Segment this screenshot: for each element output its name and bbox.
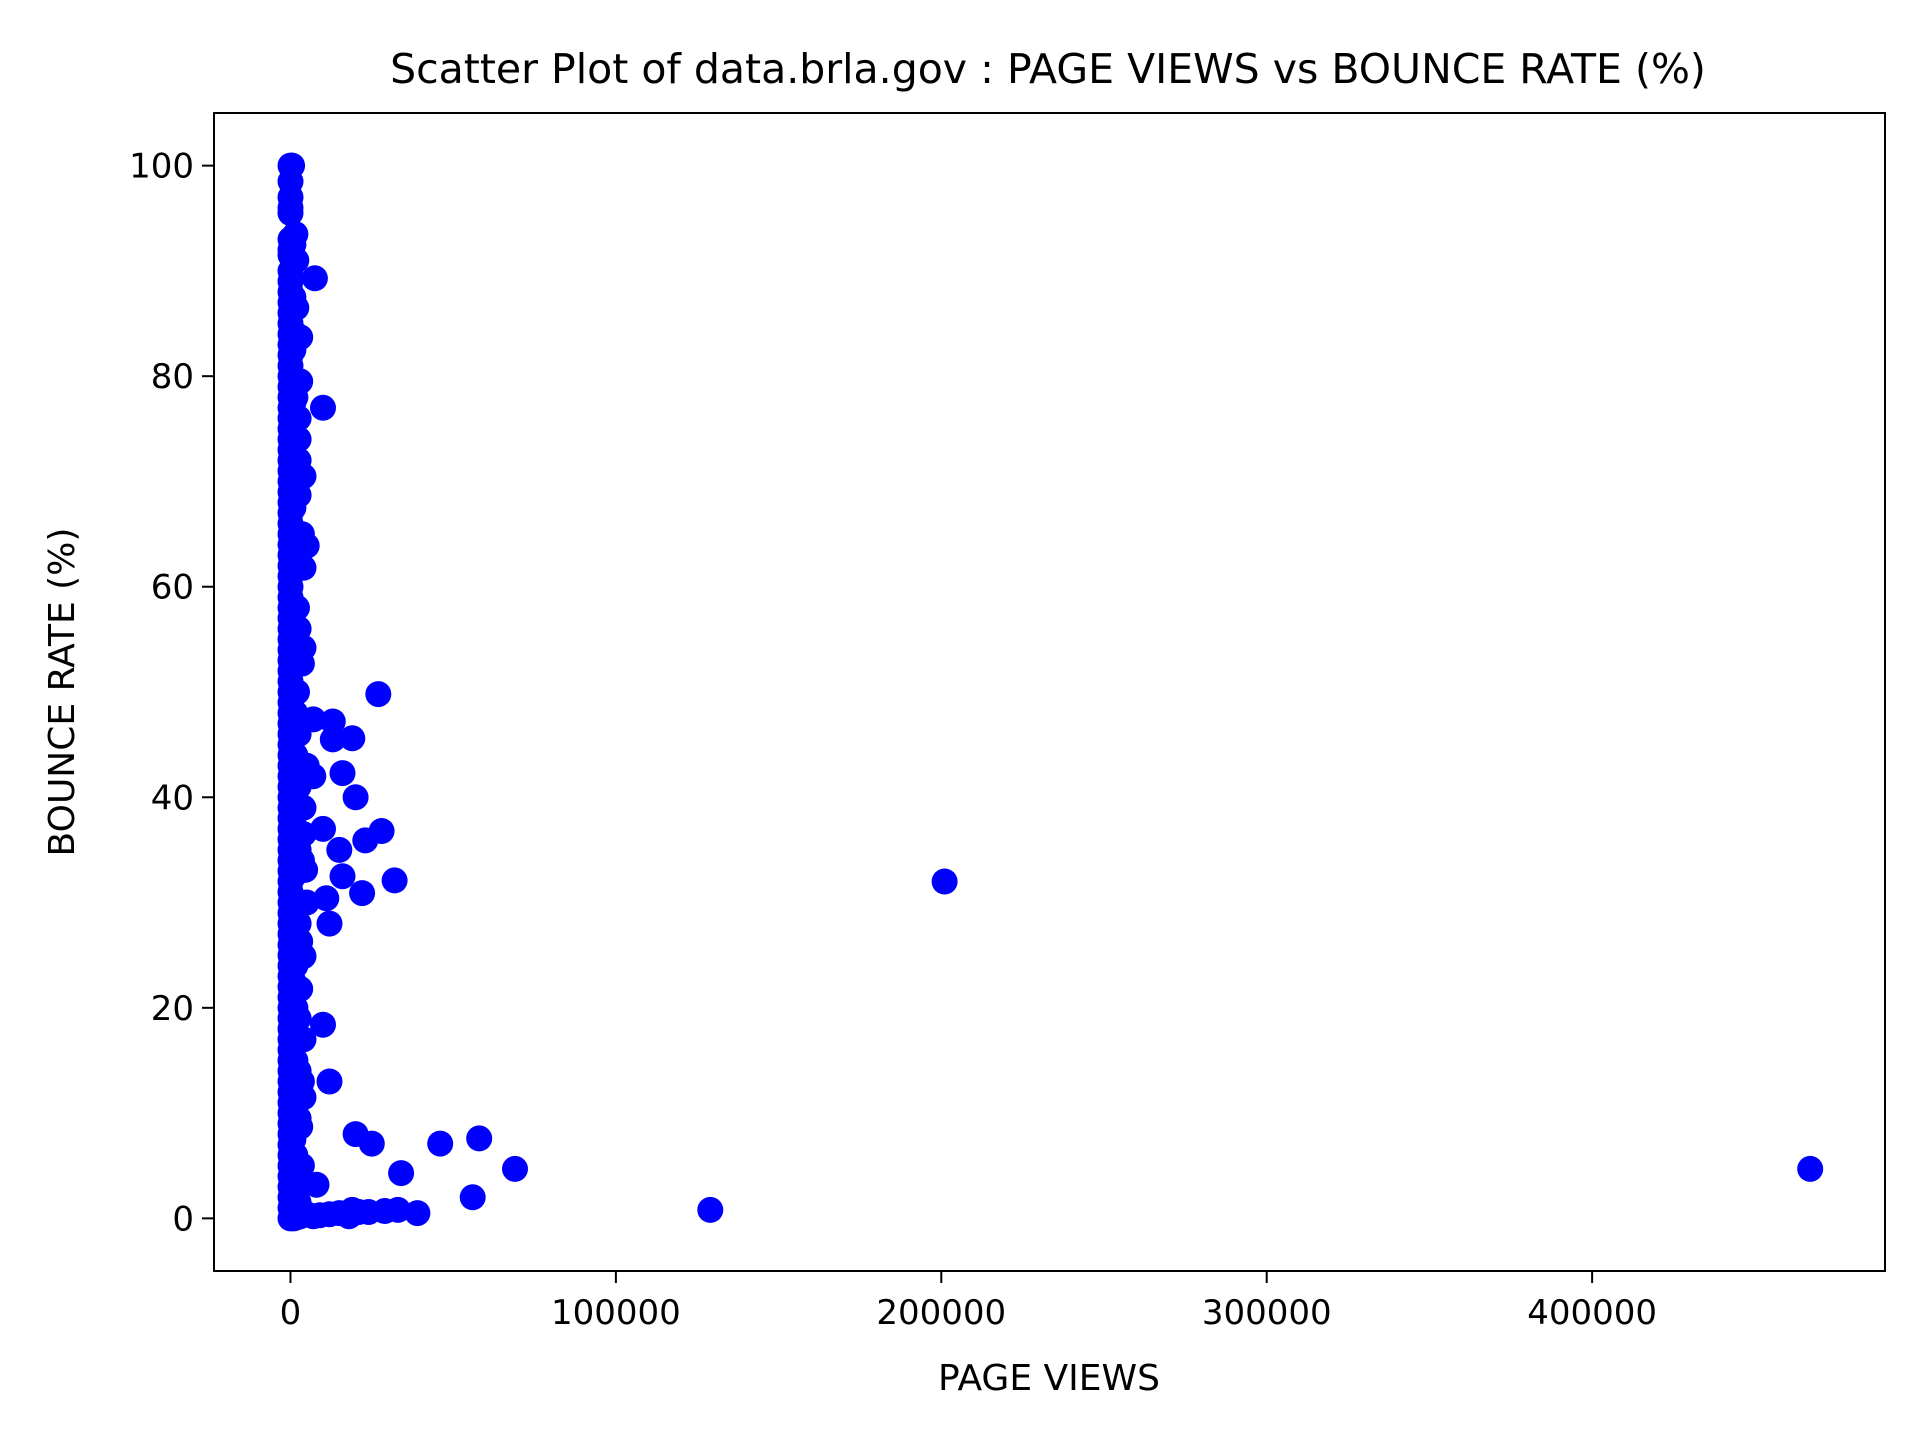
- data-point: [280, 863, 307, 890]
- points-layer: [277, 152, 1824, 1232]
- data-point: [282, 321, 309, 348]
- y-axis-ticks: 0 20 40 60 80 100: [129, 147, 214, 1239]
- data-point: [280, 284, 307, 311]
- data-point: [697, 1196, 724, 1223]
- data-point: [1797, 1155, 1824, 1182]
- data-point: [319, 708, 346, 735]
- data-point: [931, 868, 958, 895]
- data-point: [313, 885, 340, 912]
- data-point: [285, 1105, 312, 1132]
- data-point: [285, 773, 312, 800]
- data-point: [282, 594, 309, 621]
- data-point: [342, 1121, 369, 1148]
- data-point: [310, 815, 336, 842]
- data-point: [316, 1068, 343, 1095]
- data-point: [352, 827, 379, 854]
- data-point: [277, 200, 304, 226]
- y-tick-label: 100: [129, 147, 194, 187]
- data-point: [342, 784, 369, 811]
- data-point: [319, 726, 346, 753]
- data-point: [326, 836, 353, 863]
- data-point: [301, 265, 328, 292]
- data-point: [459, 1184, 486, 1211]
- data-point: [282, 889, 309, 916]
- data-point: [285, 1163, 312, 1190]
- data-point: [339, 725, 366, 752]
- data-point: [280, 810, 307, 837]
- data-point: [466, 1125, 493, 1152]
- data-point: [329, 760, 356, 787]
- y-tick-label: 20: [151, 989, 194, 1029]
- x-tick-label: 100000: [551, 1293, 681, 1333]
- data-point: [285, 1058, 312, 1084]
- data-point: [285, 1189, 312, 1216]
- x-tick-label: 400000: [1527, 1293, 1657, 1333]
- data-point: [282, 384, 309, 411]
- data-point: [280, 494, 307, 521]
- x-tick-label: 0: [280, 1293, 302, 1333]
- chart-title: Scatter Plot of data.brla.gov : PAGE VIE…: [390, 45, 1706, 93]
- data-point: [365, 681, 392, 708]
- data-point: [285, 910, 312, 937]
- data-point: [282, 742, 309, 769]
- data-point: [388, 1160, 415, 1187]
- data-point: [282, 700, 309, 727]
- data-point: [349, 880, 376, 907]
- x-axis-label: PAGE VIEWS: [938, 1358, 1160, 1399]
- data-point: [502, 1155, 528, 1182]
- data-point: [316, 910, 343, 937]
- data-point: [404, 1200, 431, 1227]
- y-axis-label: BOUNCE RATE (%): [42, 528, 83, 857]
- y-tick-label: 80: [151, 357, 194, 397]
- data-point: [310, 394, 336, 421]
- data-point: [282, 952, 309, 979]
- plot-area-frame: [213, 112, 1886, 1272]
- data-point: [381, 867, 408, 894]
- y-tick-label: 0: [172, 1199, 194, 1239]
- x-tick-label: 300000: [1202, 1293, 1332, 1333]
- x-tick-label: 200000: [876, 1293, 1006, 1333]
- data-point: [310, 1011, 336, 1038]
- data-point: [282, 468, 309, 495]
- x-axis-ticks: 0 100000 200000 300000 400000: [280, 1271, 1657, 1333]
- data-point: [285, 836, 312, 863]
- y-tick-label: 60: [151, 568, 194, 608]
- data-point: [280, 442, 307, 469]
- data-point: [282, 531, 309, 558]
- data-point: [282, 1142, 309, 1169]
- data-point: [329, 863, 356, 890]
- data-point: [280, 231, 307, 258]
- y-tick-label: 40: [151, 778, 194, 818]
- data-point: [427, 1130, 454, 1157]
- data-point: [285, 721, 312, 748]
- data-point: [280, 652, 307, 679]
- data-point: [285, 1005, 312, 1032]
